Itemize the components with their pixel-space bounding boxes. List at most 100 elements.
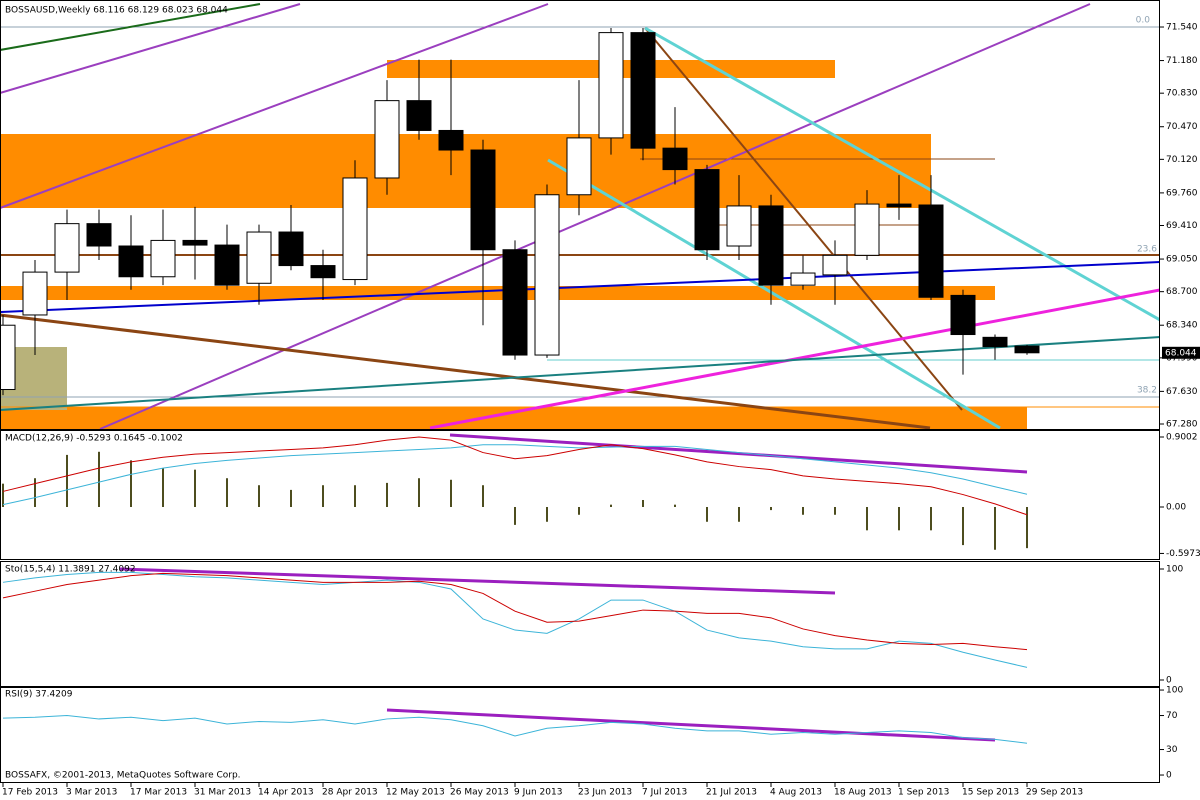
histogram-bar (258, 485, 260, 507)
histogram-bar (610, 504, 612, 507)
y-tick-label: 67.280 (1166, 419, 1198, 429)
histogram-bar (418, 478, 420, 507)
histogram-bar (994, 506, 996, 550)
histogram-bar (226, 478, 228, 507)
candle-body (726, 205, 752, 247)
candle-body (534, 194, 560, 356)
histogram-bar (514, 506, 516, 525)
y-tick-label: 100 (1166, 564, 1183, 574)
x-tick-label: 26 May 2013 (450, 788, 509, 798)
x-tick-label: 15 Sep 2013 (962, 788, 1019, 798)
histogram-bar (194, 469, 196, 507)
candle-body (694, 169, 720, 251)
y-tick-label: 70.470 (1166, 122, 1198, 132)
y-tick-label: 100 (1166, 686, 1183, 696)
candle-body (438, 129, 464, 151)
x-tick-label: 17 Mar 2013 (130, 788, 187, 798)
histogram-bar (354, 485, 356, 507)
histogram-bar (98, 451, 100, 507)
candle-body (310, 265, 336, 279)
panel-title: MACD(12,26,9) -0.5293 0.1645 -0.1002 (5, 434, 183, 444)
candle-body (342, 177, 368, 281)
histogram-bar (1026, 506, 1028, 549)
x-tick-label: 31 Mar 2013 (194, 788, 251, 798)
copyright: BOSSAFX, ©2001-2013, MetaQuotes Software… (5, 771, 241, 781)
trend-line (644, 26, 1160, 322)
indicator-line (2, 436, 1028, 516)
histogram-bar (866, 506, 868, 531)
y-tick-label: 70 (1166, 711, 1178, 721)
candle-body (886, 203, 912, 208)
histogram-bar (578, 506, 580, 515)
trend-line (119, 567, 836, 595)
fibo-label: 23.6 (1137, 245, 1157, 255)
candle-body (246, 231, 272, 284)
y-tick-label: 0 (1166, 676, 1172, 686)
x-tick-label: 21 Jul 2013 (706, 788, 757, 798)
histogram-bar (162, 468, 164, 507)
indicator-line (2, 444, 1028, 506)
y-tick-label: 70.830 (1166, 89, 1198, 99)
trend-line (1, 3, 261, 51)
y-tick-label: 71.540 (1166, 23, 1198, 33)
price-label-box (1162, 346, 1200, 359)
histogram-bar (834, 506, 836, 515)
x-tick-label: 4 Aug 2013 (770, 788, 822, 798)
trend-line (1, 3, 549, 209)
zone (1, 134, 931, 208)
trend-line (1, 336, 1160, 411)
panel-frame (0, 430, 1160, 560)
y-tick-label: 69.760 (1166, 188, 1198, 198)
candle-body (630, 32, 656, 149)
price-label: 68.044 (1165, 348, 1197, 358)
histogram-bar (130, 460, 132, 507)
indicator-line (2, 572, 1028, 651)
histogram-bar (930, 506, 932, 531)
candle-body (758, 205, 784, 286)
panel-title: BOSSAUSD,Weekly 68.116 68.129 68.023 68.… (5, 6, 228, 16)
drawing-objects (449, 433, 1028, 474)
candle-body (406, 100, 432, 131)
candle-body (86, 223, 112, 247)
histogram-bar (770, 506, 772, 511)
x-tick-label: 29 Sep 2013 (1026, 788, 1083, 798)
candle-body (214, 244, 240, 286)
histogram-bar (706, 506, 708, 522)
histogram-bar (290, 489, 292, 507)
trend-line (547, 158, 1001, 429)
histogram-bar (450, 479, 452, 507)
indicator-line (2, 715, 1028, 744)
candle-body (22, 271, 48, 316)
x-tick-label: 12 May 2013 (386, 788, 445, 798)
histogram-bar (642, 499, 644, 507)
candle-body (278, 231, 304, 267)
zone (1, 407, 1027, 429)
x-tick-label: 14 Apr 2013 (258, 788, 314, 798)
candle-body (374, 100, 400, 179)
y-tick-label: 67.630 (1166, 387, 1198, 397)
x-tick-label: 7 Jul 2013 (642, 788, 687, 798)
candle-body (598, 32, 624, 139)
candle-body (822, 254, 848, 276)
panel-title: RSI(9) 37.4209 (5, 690, 73, 700)
panel-frame (0, 561, 1160, 687)
y-tick-label: 0 (1166, 771, 1172, 781)
histogram-bar (898, 506, 900, 531)
x-tick-label: 23 Jun 2013 (578, 788, 632, 798)
y-tick-label: 70.120 (1166, 155, 1198, 165)
panel-title: Sto(15,5,4) 11.3891 27.4092 (5, 565, 136, 575)
x-tick-label: 9 Jun 2013 (514, 788, 562, 798)
histogram-bar (2, 483, 4, 507)
candle-body (502, 249, 528, 356)
candle-body (150, 239, 176, 278)
histogram-bar (738, 506, 740, 522)
trend-line (449, 433, 1028, 474)
y-tick-label: 68.700 (1166, 287, 1198, 297)
candle-body (662, 147, 688, 171)
x-tick-label: 3 Mar 2013 (66, 788, 117, 798)
candle-body (950, 294, 976, 336)
panel-frame (0, 687, 1160, 783)
histogram-bar (674, 504, 676, 507)
indicator-line (2, 571, 1028, 668)
